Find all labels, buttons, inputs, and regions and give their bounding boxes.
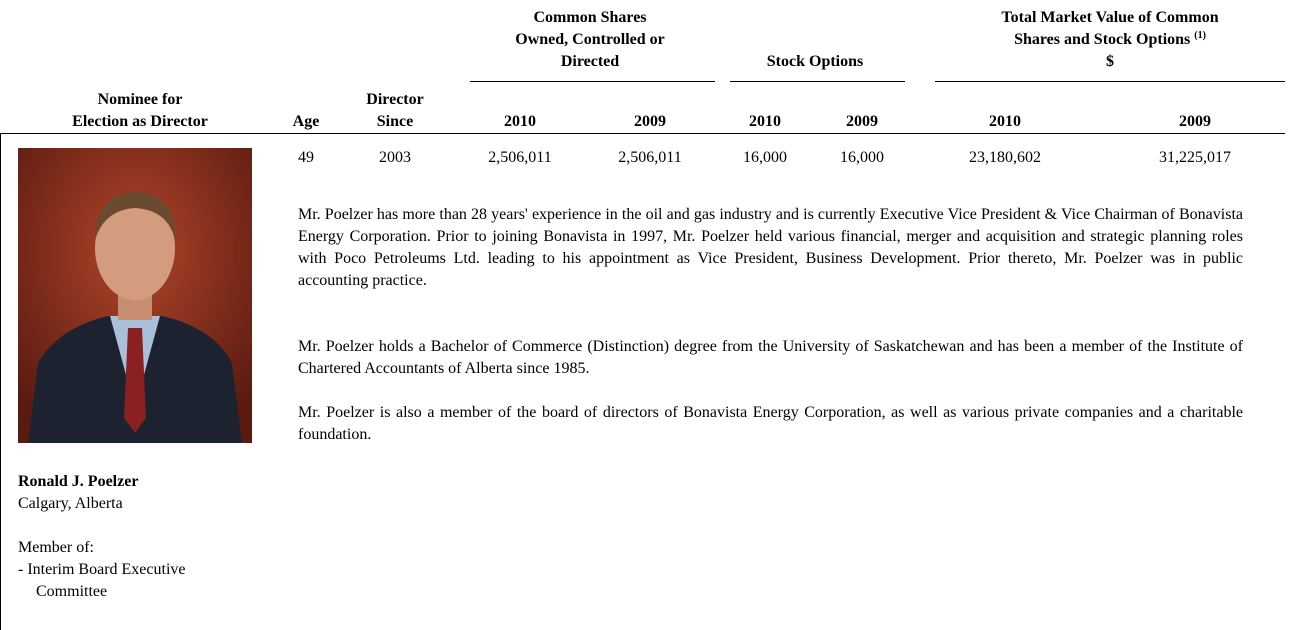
rule [730,81,905,82]
header-line: Director [366,91,424,108]
header-line: Directed [560,53,620,70]
column-header: Age [292,113,320,130]
header-line: Shares and Stock Options (1) [1001,29,1218,51]
header-line: Election as Director [72,113,208,130]
note-ref: (1) [1194,30,1206,41]
column-header: 2010 [504,113,536,130]
membership: - Interim Board Executive [18,561,186,578]
header-line: Stock Options [766,53,864,70]
column-header: Director Since [366,89,423,133]
header-text: Shares and Stock Options [1014,31,1191,48]
header-line: Since [376,113,414,130]
rule [0,133,1285,134]
column-header: Nominee for Election as Director [72,89,208,133]
column-header: 2010 [989,113,1021,130]
header-line: Total Market Value of Common [1001,9,1219,26]
group-header: Common Shares Owned, Controlled or Direc… [515,7,664,73]
rule [470,81,715,82]
rule [0,133,1,630]
cell: 2,506,011 [618,149,682,166]
cell: 16,000 [840,149,884,166]
bio-paragraph: Mr. Poelzer is also a member of the boar… [298,404,1243,443]
cell: 49 [298,149,314,166]
header-line: Owned, Controlled or [515,31,665,48]
header-line: Nominee for [97,91,183,108]
group-header: Stock Options [767,51,863,73]
header-line: $ [1106,53,1114,70]
portrait [18,148,252,443]
bio-paragraph: Mr. Poelzer holds a Bachelor of Commerce… [298,338,1243,377]
cell: 2,506,011 [488,149,552,166]
bio-paragraph: Mr. Poelzer has more than 28 years' expe… [298,206,1243,289]
column-header: 2009 [634,113,666,130]
column-header: 2010 [749,113,781,130]
column-header: 2009 [1179,113,1211,130]
cell: 31,225,017 [1159,149,1231,166]
nominee-city: Calgary, Alberta [18,495,123,512]
rule [935,81,1285,82]
cell: 2003 [379,149,411,166]
cell: 16,000 [743,149,787,166]
group-header: Total Market Value of Common Shares and … [1001,7,1218,73]
column-header: 2009 [846,113,878,130]
membership: Committee [36,583,108,600]
member-heading: Member of: [18,539,94,556]
header-line: Common Shares [533,9,647,26]
cell: 23,180,602 [969,149,1041,166]
nominee-name: Ronald J. Poelzer [18,473,139,490]
